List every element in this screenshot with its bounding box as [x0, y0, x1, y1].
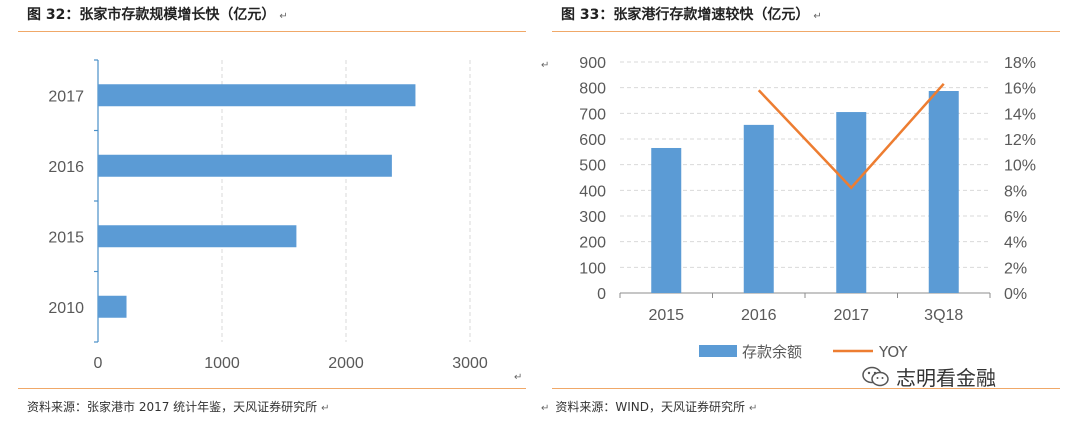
bar-2015 [98, 225, 297, 248]
bar-2016 [98, 154, 392, 177]
x-tick-label-1000: 1000 [204, 355, 240, 372]
left-source-note: 资料来源：张家港市 2017 统计年鉴，天风证券研究所 ↵ [27, 398, 330, 415]
right-combo-chart: 0 100 200 300 400 500 600 700 800 900 0% 2% 4% 6% 8% 10… [579, 55, 1036, 361]
left-y-tick-label-500: 500 [579, 158, 606, 175]
left-y-tick-label-700: 700 [579, 106, 606, 123]
right-y-tick-label-12%: 12% [1004, 132, 1036, 149]
left-figure-title-text: 图 32：张家市存款规模增长快（亿元） [27, 7, 276, 23]
right-figure-title-text: 图 33：张家港行存款增速较快（亿元） [561, 7, 810, 23]
right-y-tick-label-6%: 6% [1004, 209, 1027, 226]
right-y-tick-label-14%: 14% [1004, 106, 1036, 123]
return-mark: ↵ [749, 403, 758, 414]
return-mark: ↵ [279, 11, 288, 22]
right-y-tick-label-4%: 4% [1004, 235, 1027, 252]
right-y-tick-label-18%: 18% [1004, 55, 1036, 72]
right-y-tick-label-0%: 0% [1004, 286, 1027, 303]
right-y-tick-label-16%: 16% [1004, 81, 1036, 98]
left-y-tick-label-200: 200 [579, 235, 606, 252]
legend-label-deposit: 存款余额 [742, 343, 802, 361]
x-tick-label-3Q18: 3Q18 [924, 307, 963, 324]
left-y-tick-label-900: 900 [579, 55, 606, 72]
y-tick-label-2016: 2016 [48, 159, 84, 176]
left-source-rule [18, 388, 526, 389]
return-mark: ↵ [541, 60, 550, 71]
right-source-rule [552, 388, 1060, 389]
bar-2015 [651, 147, 682, 293]
right-source-note: ↵ 资料来源：WIND，天风证券研究所 ↵ [541, 398, 757, 415]
return-mark: ↵ [541, 403, 550, 414]
watermark-text: 志明看金融 [896, 366, 996, 390]
x-tick-label-2015: 2015 [648, 307, 684, 324]
bar-2010 [98, 295, 127, 318]
bar-2017 [98, 84, 416, 107]
x-tick-label-2016: 2016 [741, 307, 777, 324]
right-y-tick-label-8%: 8% [1004, 183, 1027, 200]
left-y-tick-label-100: 100 [579, 260, 606, 277]
left-bar-chart: 2017 2016 2015 2010 0 1000 2000 3000 [48, 59, 488, 372]
x-tick-label-3000: 3000 [452, 355, 488, 372]
right-y-tick-label-2%: 2% [1004, 260, 1027, 277]
right-figure-title: 图 33：张家港行存款增速较快（亿元） ↵ [561, 4, 822, 24]
right-source-text: 资料来源：WIND，天风证券研究所 [555, 400, 746, 414]
watermark: 志明看金融 [862, 362, 996, 391]
y-tick-label-2017: 2017 [48, 88, 84, 105]
left-y-tick-label-400: 400 [579, 183, 606, 200]
left-figure-title: 图 32：张家市存款规模增长快（亿元） ↵ [27, 4, 288, 24]
return-mark: ↵ [514, 372, 523, 383]
bar-3Q18 [928, 91, 959, 294]
bar-2016 [743, 124, 774, 293]
left-y-tick-label-0: 0 [597, 286, 606, 303]
yoy-line [757, 82, 945, 190]
left-y-tick-label-300: 300 [579, 209, 606, 226]
left-title-rule [18, 31, 526, 32]
y-tick-label-2010: 2010 [48, 300, 84, 317]
return-mark: ↵ [813, 11, 822, 22]
x-tick-label-0: 0 [94, 355, 103, 372]
left-y-tick-label-800: 800 [579, 81, 606, 98]
wechat-icon [862, 366, 890, 388]
left-y-tick-label-600: 600 [579, 132, 606, 149]
y-tick-label-2015: 2015 [48, 229, 84, 246]
return-mark: ↵ [321, 403, 330, 414]
legend-label-yoy: YOY [878, 343, 908, 361]
right-y-tick-label-10%: 10% [1004, 158, 1036, 175]
left-source-text: 资料来源：张家港市 2017 统计年鉴，天风证券研究所 [27, 400, 318, 414]
x-tick-label-2000: 2000 [328, 355, 364, 372]
right-title-rule [552, 31, 1060, 32]
legend-swatch-deposit [699, 345, 737, 357]
x-tick-label-2017: 2017 [833, 307, 869, 324]
bar-2017 [836, 112, 867, 293]
